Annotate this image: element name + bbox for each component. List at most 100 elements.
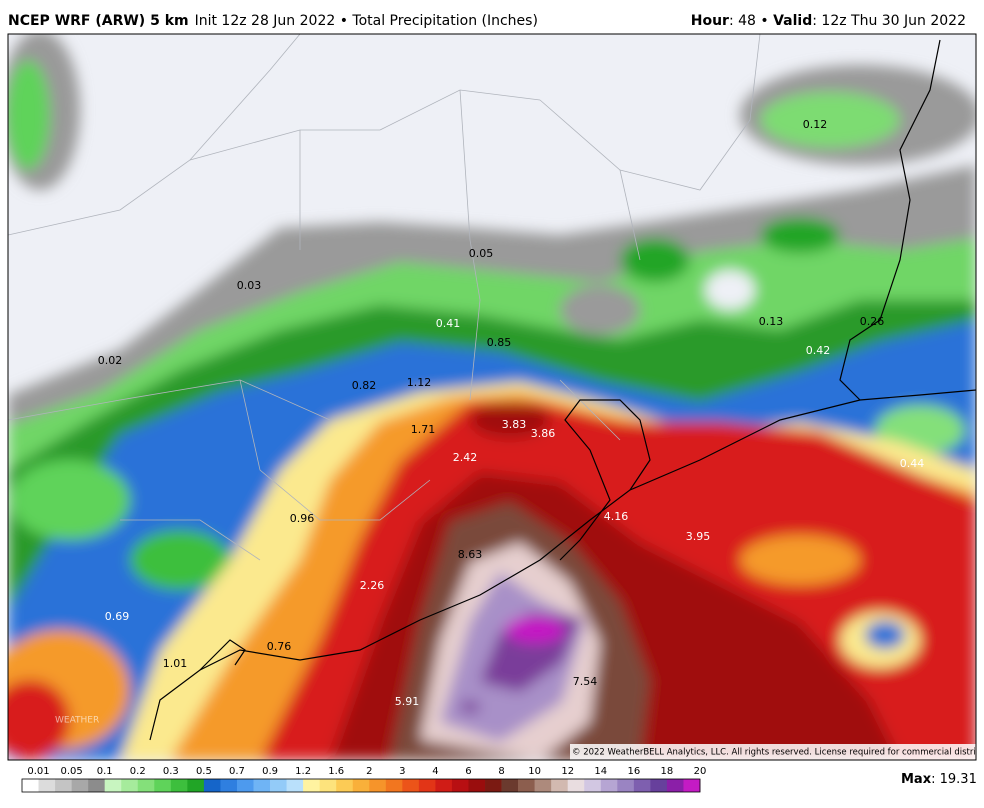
coastline <box>149 39 976 741</box>
precip-label: 1.01 <box>163 657 188 670</box>
map-labels: 0.12 0.05 0.03 0.41 0.85 0.13 0.26 0.42 0.02 0.82… <box>98 118 925 708</box>
legend-swatch <box>369 779 387 792</box>
legend-swatch <box>435 779 453 792</box>
precip-label: 0.76 <box>267 640 292 653</box>
precip-label: 0.13 <box>759 315 784 328</box>
precip-field <box>8 34 976 760</box>
legend-swatch <box>253 779 271 792</box>
hour-value: : 48 • <box>729 13 773 29</box>
header-right: Hour: 48 • Valid: 12z Thu 30 Jun 2022 <box>691 13 966 29</box>
precip-label: 0.69 <box>105 610 130 623</box>
model-name: NCEP WRF (ARW) 5 km <box>8 13 189 29</box>
legend-label: 2 <box>366 766 372 777</box>
precip-label: 1.71 <box>411 423 436 436</box>
legend-swatch <box>121 779 139 792</box>
legend-swatch <box>518 779 535 792</box>
precip-label: 3.95 <box>686 530 711 543</box>
legend-label: 0.1 <box>97 766 113 777</box>
legend-label: 10 <box>528 766 541 777</box>
precip-label: 2.26 <box>360 579 385 592</box>
legend-swatch <box>187 779 205 792</box>
precip-label: 0.02 <box>98 354 123 367</box>
legend-swatch <box>203 779 221 792</box>
copyright-box <box>570 744 976 760</box>
max-label: Max <box>901 772 932 787</box>
legend-swatch <box>418 779 436 792</box>
legend-swatch <box>617 779 635 792</box>
precip-label: 0.12 <box>803 118 828 131</box>
legend-label: 0.7 <box>229 766 245 777</box>
legend-swatch <box>154 779 172 792</box>
precip-label: 7.54 <box>573 675 598 688</box>
precip-label: 1.12 <box>407 376 432 389</box>
legend-swatch <box>286 779 304 792</box>
legend-swatch <box>336 779 354 792</box>
legend-label: 1.6 <box>328 766 344 777</box>
legend-label: 14 <box>594 766 607 777</box>
legend-swatch <box>270 779 287 792</box>
legend-label: 0.5 <box>196 766 212 777</box>
legend-swatch <box>88 779 105 792</box>
legend-label: 16 <box>627 766 640 777</box>
boundaries <box>8 34 761 561</box>
valid-label: Valid <box>773 13 812 29</box>
legend-label: 0.2 <box>130 766 146 777</box>
precip-label: 4.16 <box>604 510 629 523</box>
max-value: : 19.31 <box>931 772 977 787</box>
legend-swatch <box>170 779 188 792</box>
legend-swatch <box>104 779 122 792</box>
legend-label: 6 <box>465 766 471 777</box>
legend-swatch <box>385 779 403 792</box>
legend-swatch <box>319 779 337 792</box>
legend-swatch <box>584 779 602 792</box>
legend-swatch <box>352 779 370 792</box>
legend-swatch <box>468 779 486 792</box>
legend-swatch <box>137 779 155 792</box>
legend-swatch <box>666 779 684 792</box>
copyright: © 2022 WeatherBELL Analytics, LLC. All r… <box>572 748 984 758</box>
precip-label: 0.85 <box>487 336 512 349</box>
map-frame <box>7 33 977 761</box>
legend-swatch <box>683 779 701 792</box>
legend: 0.01 0.05 0.1 0.2 0.3 0.5 0.7 0.9 1.2 1.6 2 3 4 6 8 10 1… <box>21 766 707 793</box>
precip-label: 0.03 <box>237 279 262 292</box>
legend-swatch <box>402 779 420 792</box>
precip-label: 3.83 <box>502 418 527 431</box>
legend-swatch <box>551 779 569 792</box>
precip-label: 0.05 <box>469 247 494 260</box>
legend-frame <box>21 778 701 793</box>
precip-label: 3.86 <box>531 427 556 440</box>
hour-label: Hour <box>691 13 729 29</box>
legend-swatch <box>600 779 618 792</box>
precip-label: 0.26 <box>860 315 885 328</box>
header-left: NCEP WRF (ARW) 5 km Init 12z 28 Jun 2022 … <box>8 13 538 29</box>
precip-label: 0.96 <box>290 512 315 525</box>
legend-label: 18 <box>661 766 674 777</box>
legend-label: 0.01 <box>27 766 49 777</box>
precip-label: 0.41 <box>436 317 461 330</box>
legend-label: 3 <box>399 766 405 777</box>
legend-label: 0.3 <box>163 766 179 777</box>
legend-swatch <box>38 779 56 792</box>
legend-swatch <box>22 779 39 792</box>
precip-label: 2.42 <box>453 451 478 464</box>
legend-swatch <box>236 779 254 792</box>
valid-value: : 12z Thu 30 Jun 2022 <box>812 13 966 29</box>
legend-swatch <box>485 779 502 792</box>
precip-label: 0.42 <box>806 344 831 357</box>
legend-label: 20 <box>694 766 707 777</box>
legend-swatch <box>220 779 238 792</box>
legend-swatch <box>650 779 668 792</box>
legend-swatch <box>633 779 651 792</box>
legend-swatch <box>303 779 320 792</box>
precip-label: 0.82 <box>352 379 377 392</box>
legend-label: 0.05 <box>60 766 82 777</box>
map-area: WEATHER 0.12 0.05 0.03 0.41 0.85 0.13 0.26 0.42… <box>8 34 984 760</box>
legend-label: 4 <box>432 766 438 777</box>
max-readout: Max: 19.31 <box>901 772 977 787</box>
legend-swatch <box>451 779 469 792</box>
precip-label: 0.44 <box>900 457 925 470</box>
legend-swatch <box>534 779 552 792</box>
